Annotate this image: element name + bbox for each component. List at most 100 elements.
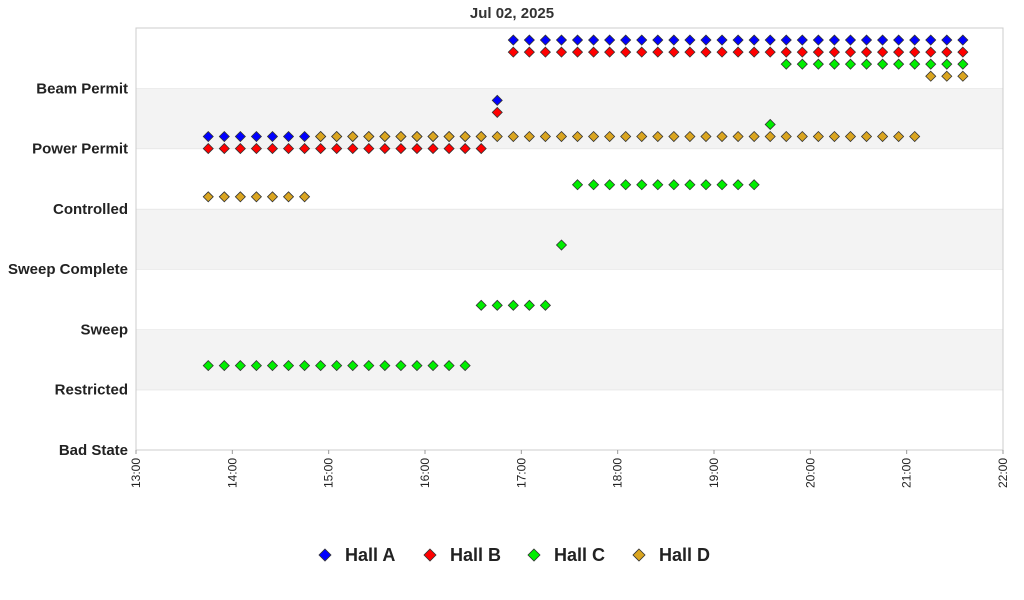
data-point [282,143,295,155]
data-point [796,58,808,70]
data-point [523,46,535,58]
data-point [716,46,728,58]
legend-marker [423,548,437,562]
data-point [395,143,407,155]
data-point [620,34,632,46]
data-point [218,360,230,372]
data-point [893,46,905,58]
data-point [732,34,744,46]
y-tick-label: Controlled [53,201,128,218]
data-point [475,143,487,155]
data-point [684,34,696,46]
data-point [877,46,889,58]
x-tick-label: 13:00 [129,458,143,488]
data-point [202,143,214,155]
data-point [523,34,535,46]
data-point [828,58,840,70]
data-point [860,58,873,70]
data-point [250,191,262,203]
data-point [844,58,857,70]
band-5 [136,88,1003,149]
data-point [652,179,664,191]
data-point [588,46,600,58]
band-0 [136,389,1003,450]
data-point [636,130,648,143]
data-point [604,46,616,58]
data-point [828,34,840,46]
data-point [636,179,648,191]
data-point [218,143,230,155]
series-hall-c [202,58,969,372]
data-point [780,58,792,70]
data-point [909,46,921,58]
data-point [555,46,568,58]
x-tick-label: 16:00 [418,458,432,488]
data-point [877,130,889,143]
data-point [363,130,375,143]
data-point [620,46,632,58]
data-point [411,360,423,372]
data-point [539,34,551,46]
data-point [266,191,279,203]
y-tick-label: Sweep [80,321,128,338]
data-point [347,360,359,372]
data-point [668,34,680,46]
data-point [588,130,600,143]
data-point [909,34,921,46]
data-point [202,360,214,372]
band-3 [136,208,1003,270]
data-point [250,143,262,155]
band-1 [136,329,1003,390]
data-point [379,143,391,155]
data-point [684,179,696,191]
data-point [732,179,744,191]
data-point [491,106,503,118]
y-tick-label: Sweep Complete [8,261,128,278]
data-point [860,46,873,58]
data-point [748,34,760,46]
data-point [909,130,921,143]
data-point [860,34,873,46]
legend-label: Hall A [345,545,395,565]
data-point [315,360,327,372]
data-point [363,143,375,155]
data-point [266,360,279,372]
data-point [379,360,391,372]
data-point [941,70,953,82]
data-points [202,34,969,372]
data-point [443,143,455,155]
data-point [796,34,808,46]
data-point [732,130,744,143]
data-point [812,58,824,70]
data-point [909,58,921,70]
data-point [796,130,808,143]
data-point [299,143,311,155]
legend-marker [527,548,541,562]
data-point [780,130,792,143]
data-point [427,130,439,143]
chart-title: Jul 02, 2025 [470,5,554,22]
data-point [620,179,632,191]
data-point [941,34,953,46]
data-point [668,46,680,58]
data-point [379,130,391,143]
legend: Hall A Hall B Hall C Hall D [318,545,710,565]
data-point [716,179,728,191]
data-point [443,360,455,372]
x-tick-label: 21:00 [900,458,914,488]
data-point [539,299,551,311]
y-tick-label: Restricted [55,382,128,399]
data-point [315,130,327,143]
data-point [812,46,824,58]
x-tick-label: 18:00 [611,458,625,488]
legend-label: Hall B [450,545,501,565]
data-point [347,130,359,143]
data-point [748,179,760,191]
data-point [636,34,648,46]
data-point [652,34,664,46]
data-point [925,70,937,82]
data-point [844,130,857,143]
data-point [604,179,616,191]
x-tick-label: 20:00 [803,458,817,488]
data-point [555,34,568,46]
